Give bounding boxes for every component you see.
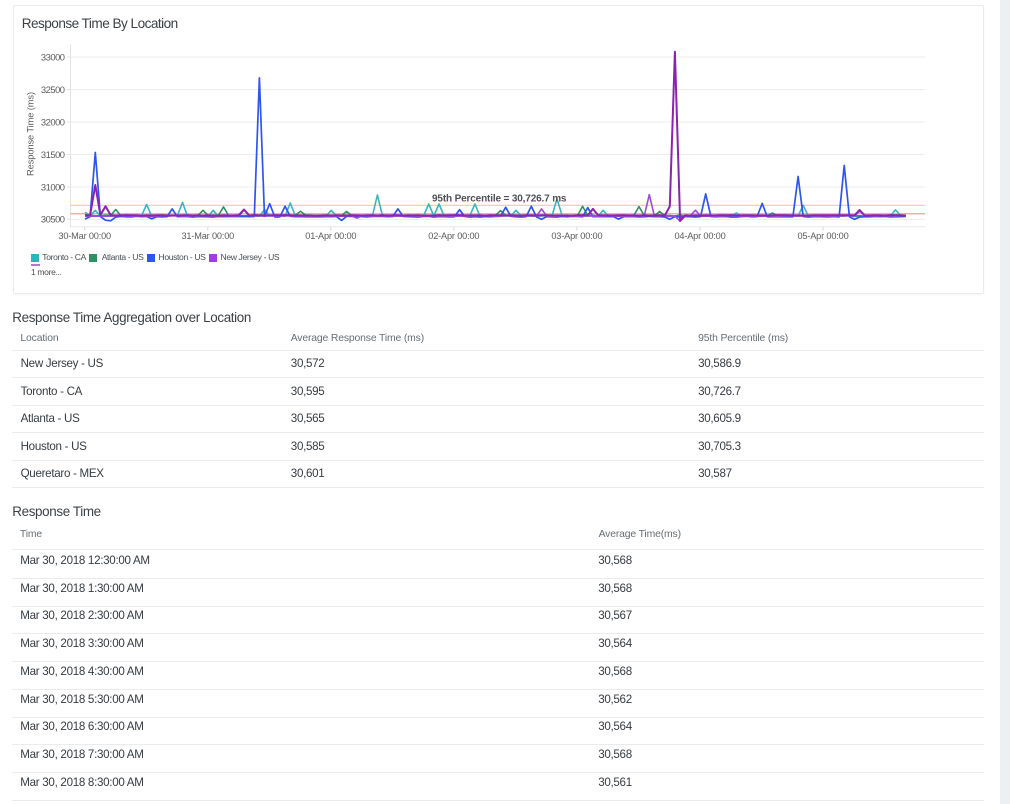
svg-text:31-Mar 00:00: 31-Mar 00:00 bbox=[181, 231, 234, 241]
svg-text:03-Apr 00:00: 03-Apr 00:00 bbox=[551, 231, 602, 241]
svg-text:04-Apr 00:00: 04-Apr 00:00 bbox=[674, 231, 725, 241]
svg-text:02-Apr 00:00: 02-Apr 00:00 bbox=[428, 231, 479, 241]
svg-text:30500: 30500 bbox=[41, 214, 65, 225]
svg-text:30-Mar 00:00: 30-Mar 00:00 bbox=[58, 231, 111, 241]
svg-text:32500: 32500 bbox=[41, 84, 65, 95]
svg-text:32000: 32000 bbox=[41, 116, 65, 127]
svg-text:33000: 33000 bbox=[41, 51, 65, 62]
svg-text:31000: 31000 bbox=[41, 181, 65, 192]
svg-text:31500: 31500 bbox=[41, 149, 65, 160]
svg-text:95th Percentile = 30,726.7 ms: 95th Percentile = 30,726.7 ms bbox=[432, 193, 567, 204]
svg-text:Response Time (ms): Response Time (ms) bbox=[26, 92, 36, 176]
svg-text:01-Apr 00:00: 01-Apr 00:00 bbox=[305, 231, 356, 241]
svg-text:05-Apr 00:00: 05-Apr 00:00 bbox=[797, 231, 848, 241]
